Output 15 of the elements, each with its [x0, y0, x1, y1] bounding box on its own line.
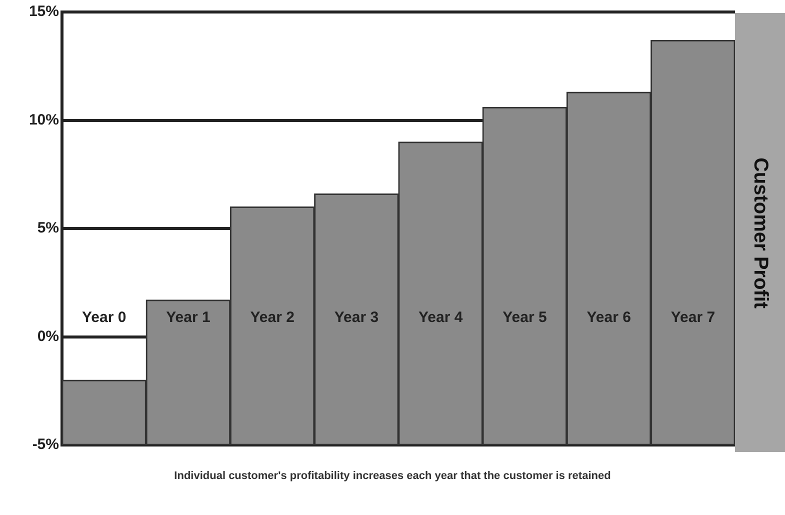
- y-tick-label: 0%: [37, 328, 59, 345]
- text: Customer Profit: [748, 157, 772, 309]
- x-tick-label: Year 7: [670, 308, 716, 326]
- x-tick-label: Year 2: [250, 308, 294, 326]
- text: Individual customer's profitability increases each year that the customer is retained: [173, 470, 612, 482]
- y-tick-label: 5%: [37, 220, 59, 237]
- x-tick-label: Year 1: [166, 308, 210, 326]
- x-tick-label: Year 3: [334, 308, 379, 326]
- x-tick-label: Year 5: [502, 308, 547, 326]
- x-tick-label: Year 0: [82, 308, 126, 326]
- y-tick-label: -5%: [32, 436, 59, 454]
- x-tick-label: Year 4: [418, 308, 464, 326]
- y-tick-label: 15%: [28, 3, 59, 20]
- x-tick-label: Year 6: [586, 308, 631, 326]
- y-tick-label: 10%: [28, 111, 59, 128]
